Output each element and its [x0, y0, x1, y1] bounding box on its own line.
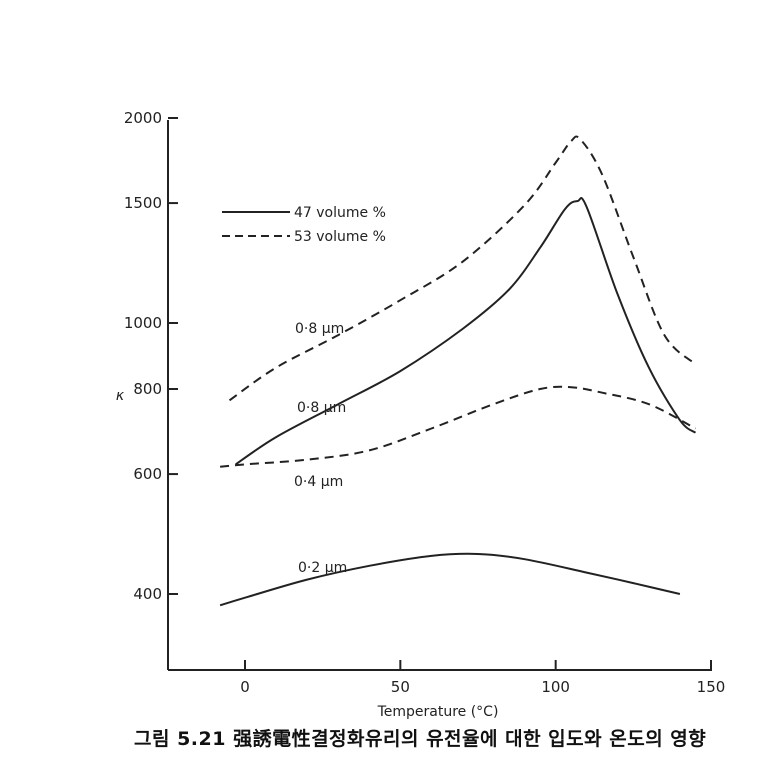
y-tick-label: 400	[133, 585, 162, 603]
x-tick-label: 150	[697, 678, 726, 696]
y-tick-label: 2000	[124, 109, 162, 127]
x-tick-label: 50	[391, 678, 410, 696]
y-tick-label: 600	[133, 465, 162, 483]
series-label: 0·8 μm	[295, 321, 344, 337]
legend-label: 47 volume %	[294, 205, 386, 221]
legend-label: 53 volume %	[294, 229, 386, 245]
y-tick-label: 1000	[124, 314, 162, 332]
y-tick-label: 800	[133, 380, 162, 398]
y-axis-label: κ	[116, 388, 125, 404]
x-axis-label: Temperature (°C)	[377, 704, 499, 720]
x-tick-label: 100	[541, 678, 570, 696]
x-ticks: 0 50 100 150	[240, 660, 725, 696]
x-tick-label: 0	[240, 678, 250, 696]
series-label: 0·4 μm	[294, 474, 343, 490]
y-tick-label: 1500	[124, 194, 162, 212]
axes	[167, 120, 712, 671]
series-0-8um-solid	[235, 197, 697, 466]
series-0-2um-solid	[219, 552, 681, 607]
y-ticks: 400 600 800 1000 1500 2000	[124, 109, 178, 603]
series-0-4um-dashed	[220, 385, 696, 468]
series-0-8um-dashed	[228, 135, 697, 402]
series-labels: 0·8 μm 0·8 μm 0·4 μm 0·2 μm	[294, 321, 347, 576]
legend: 47 volume % 53 volume %	[222, 205, 386, 245]
series-label: 0·8 μm	[297, 400, 346, 416]
figure-caption: 그림 5.21 强誘電性결정화유리의 유전율에 대한 입도와 온도의 영향	[134, 728, 707, 750]
series-label: 0·2 μm	[298, 560, 347, 576]
series-group	[219, 135, 697, 607]
